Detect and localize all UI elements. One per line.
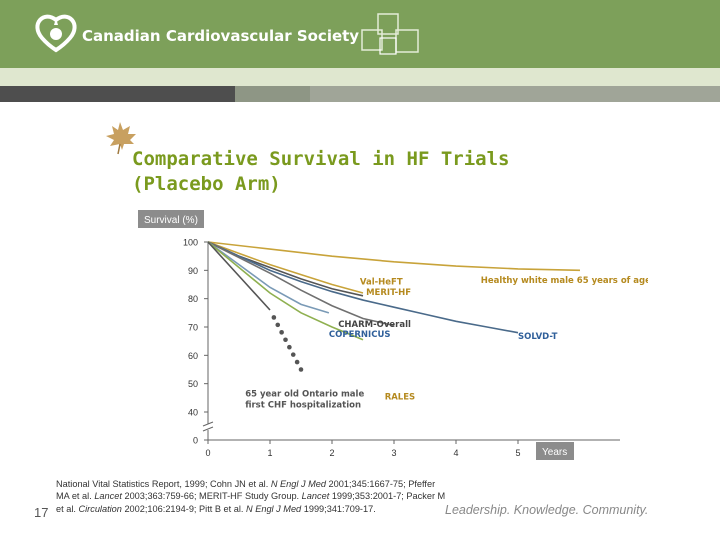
series-label-line-1: 65 year old Ontario male bbox=[245, 389, 364, 399]
slide-title-line-1: Comparative Survival in HF Trials bbox=[132, 148, 510, 170]
chart-series bbox=[207, 241, 581, 372]
series-dot bbox=[283, 337, 288, 343]
reference-text: National Vital Statistics Report, 1999; … bbox=[56, 479, 271, 489]
reference-text: 1999;341:709-17. bbox=[301, 503, 376, 514]
page-number: 17 bbox=[34, 505, 49, 520]
header-band-dark bbox=[0, 86, 720, 102]
square-pattern-icon bbox=[361, 13, 419, 55]
reference-text: 2001;345:1667-75; Pfeffer MA et al. bbox=[56, 479, 436, 502]
y-tick-label: 50 bbox=[188, 379, 198, 389]
series-label: RALES bbox=[385, 392, 415, 402]
x-tick-label: 1 bbox=[267, 448, 272, 458]
series-line bbox=[207, 241, 364, 341]
org-name: Canadian Cardiovascular Society bbox=[82, 27, 360, 45]
series-dot bbox=[298, 367, 304, 372]
series-dot bbox=[279, 330, 284, 335]
reference-text: 1999;353:2001-7; Packer M et al. bbox=[56, 491, 446, 514]
series-line bbox=[207, 241, 364, 294]
heart-leaf-logo-icon bbox=[35, 14, 77, 53]
series-dot bbox=[275, 322, 281, 328]
y-tick-label: 80 bbox=[188, 294, 198, 304]
series-label: 65 year old Ontario male first CHF hospit… bbox=[245, 389, 364, 410]
axis-break-icon bbox=[202, 421, 214, 432]
reference-text: 2002;106:2194-9; Pitt B et al. bbox=[121, 503, 247, 514]
chart-axes: 0 40 50 60 70 80 90 100 0 1 2 3 4 5 bbox=[183, 238, 620, 458]
series-dot bbox=[271, 315, 277, 320]
tagline: Leadership. Knowledge. Community. bbox=[445, 503, 649, 517]
series-line bbox=[207, 241, 395, 327]
reference-text: 2003;363:759-66; MERIT-HF Study Group. bbox=[121, 491, 302, 502]
x-tick-label: 5 bbox=[515, 448, 520, 458]
series-label: Healthy white male 65 years of age bbox=[481, 276, 648, 286]
y-tick-label: 0 bbox=[193, 436, 198, 446]
series-line bbox=[207, 241, 330, 314]
slide-title: Comparative Survival in HF Trials (Place… bbox=[132, 147, 632, 197]
maple-leaf-icon bbox=[106, 122, 136, 155]
series-label: COPERNICUS bbox=[329, 330, 391, 340]
y-tick-label: 70 bbox=[188, 323, 198, 333]
y-axis-title: Survival (%) bbox=[144, 215, 198, 226]
series-label: MERIT-HF bbox=[366, 288, 411, 298]
x-tick-label: 3 bbox=[391, 448, 396, 458]
survival-chart: Survival (%) Years 0 40 50 60 70 80 90 100 0 1 2 3 4… bbox=[138, 210, 648, 460]
x-tick-label: 0 bbox=[205, 448, 210, 458]
series-label: CHARM-Overall bbox=[338, 320, 411, 330]
header-bar: Canadian Cardiovascular Society bbox=[0, 0, 720, 68]
x-tick-label: 4 bbox=[453, 448, 458, 458]
reference-journal: Circulation bbox=[78, 503, 122, 514]
series-dot bbox=[290, 352, 296, 357]
x-tick-label: 2 bbox=[329, 448, 334, 458]
series-label: Val-HeFT bbox=[360, 278, 403, 288]
series-line bbox=[207, 241, 581, 272]
header-band-light bbox=[0, 68, 720, 86]
y-axis-title-box: Survival (%) bbox=[138, 210, 204, 228]
y-tick-label: 40 bbox=[188, 408, 198, 418]
y-tick-label: 100 bbox=[183, 238, 198, 248]
y-tick-label: 90 bbox=[188, 266, 198, 276]
reference-journal: N Engl J Med bbox=[246, 503, 302, 514]
series-line bbox=[207, 241, 271, 311]
reference-journal: Lancet bbox=[301, 491, 330, 502]
series-label-line-2: first CHF hospitalization bbox=[245, 400, 361, 410]
references: National Vital Statistics Report, 1999; … bbox=[56, 478, 446, 515]
x-axis-title: Years bbox=[542, 447, 567, 458]
reference-journal: N Engl J Med bbox=[270, 479, 326, 489]
slide-title-line-2: (Placebo Arm) bbox=[132, 173, 281, 195]
y-tick-label: 60 bbox=[188, 351, 198, 361]
reference-journal: Lancet bbox=[94, 491, 122, 502]
series-dot bbox=[287, 344, 292, 350]
series-label: SOLVD-T bbox=[518, 332, 558, 342]
series-line bbox=[207, 241, 519, 334]
series-dot bbox=[294, 359, 300, 365]
chart-series-labels: Healthy white male 65 years of age Val-He… bbox=[245, 276, 648, 410]
x-axis-title-box: Years bbox=[536, 442, 574, 460]
